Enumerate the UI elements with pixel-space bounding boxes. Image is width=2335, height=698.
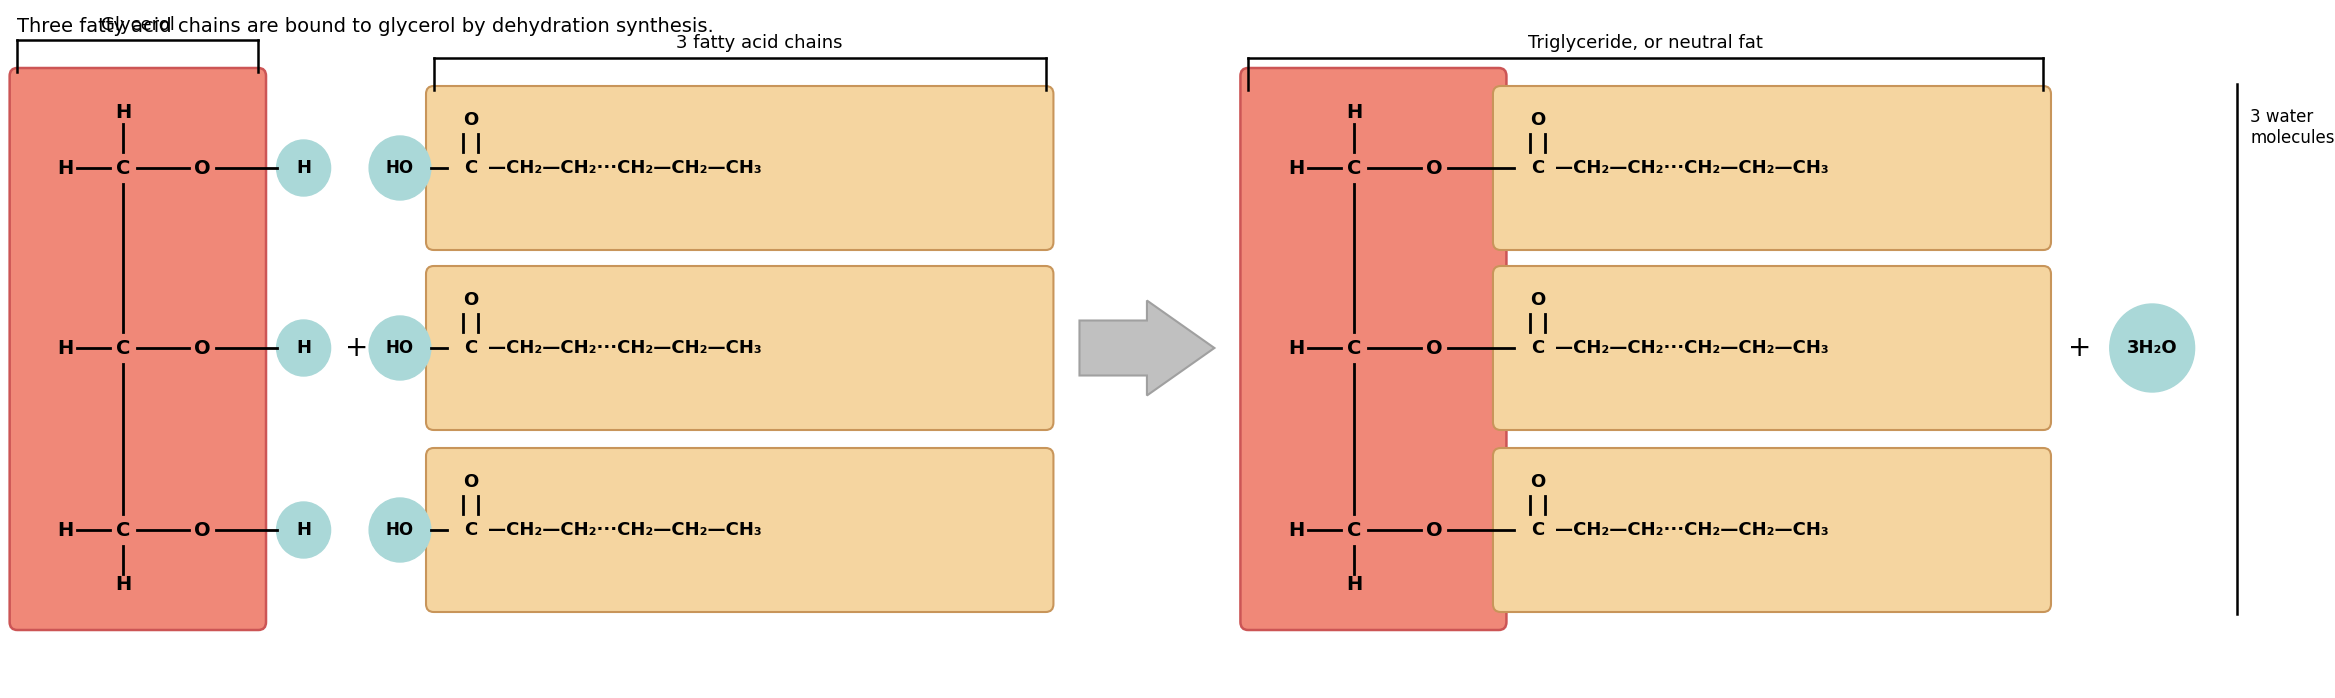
Text: HO: HO (385, 159, 413, 177)
Text: —CH₂—CH₂···CH₂—CH₂—CH₃: —CH₂—CH₂···CH₂—CH₂—CH₃ (1555, 339, 1828, 357)
Text: O: O (1529, 473, 1546, 491)
Circle shape (276, 320, 332, 376)
Text: C: C (465, 159, 476, 177)
Text: H: H (114, 103, 131, 123)
Text: O: O (462, 473, 479, 491)
Text: H: H (1345, 103, 1361, 123)
FancyBboxPatch shape (425, 86, 1053, 250)
Text: C: C (465, 521, 476, 539)
Text: C: C (117, 158, 131, 177)
Text: O: O (1529, 111, 1546, 129)
Text: H: H (1289, 158, 1305, 177)
Text: O: O (194, 521, 210, 540)
Text: O: O (462, 111, 479, 129)
Circle shape (2111, 304, 2195, 392)
Text: HO: HO (385, 521, 413, 539)
Polygon shape (1079, 301, 1214, 396)
Text: O: O (1427, 521, 1443, 540)
FancyBboxPatch shape (9, 68, 266, 630)
FancyBboxPatch shape (1240, 68, 1506, 630)
Text: C: C (1347, 158, 1361, 177)
FancyBboxPatch shape (425, 448, 1053, 612)
Text: H: H (297, 521, 311, 539)
Circle shape (276, 502, 332, 558)
Text: 3 fatty acid chains: 3 fatty acid chains (675, 34, 843, 52)
Text: —CH₂—CH₂···CH₂—CH₂—CH₃: —CH₂—CH₂···CH₂—CH₂—CH₃ (1555, 159, 1828, 177)
Text: O: O (194, 158, 210, 177)
Text: H: H (297, 159, 311, 177)
Text: H: H (297, 339, 311, 357)
Text: H: H (58, 158, 75, 177)
Text: O: O (1529, 291, 1546, 309)
Text: O: O (462, 291, 479, 309)
Text: +: + (346, 334, 369, 362)
Text: Triglyceride, or neutral fat: Triglyceride, or neutral fat (1529, 34, 1763, 52)
Text: HO: HO (385, 339, 413, 357)
Text: O: O (1427, 158, 1443, 177)
Circle shape (369, 498, 432, 562)
Text: +: + (2069, 334, 2092, 362)
Text: 3 water
molecules: 3 water molecules (2251, 108, 2335, 147)
Text: C: C (117, 339, 131, 357)
Text: 3H₂O: 3H₂O (2127, 339, 2179, 357)
Circle shape (276, 140, 332, 196)
Text: —CH₂—CH₂···CH₂—CH₂—CH₃: —CH₂—CH₂···CH₂—CH₂—CH₃ (488, 159, 761, 177)
Text: O: O (1427, 339, 1443, 357)
Text: H: H (114, 575, 131, 595)
FancyBboxPatch shape (1492, 448, 2050, 612)
Text: H: H (1289, 521, 1305, 540)
Text: Three fatty acid chains are bound to glycerol by dehydration synthesis.: Three fatty acid chains are bound to gly… (16, 17, 715, 36)
Text: H: H (58, 521, 75, 540)
Text: C: C (117, 521, 131, 540)
Circle shape (369, 136, 432, 200)
Text: Glycerol: Glycerol (100, 16, 175, 34)
Text: C: C (1532, 521, 1543, 539)
Text: H: H (1289, 339, 1305, 357)
Text: H: H (1345, 575, 1361, 595)
Text: C: C (1532, 159, 1543, 177)
FancyBboxPatch shape (425, 266, 1053, 430)
Text: C: C (465, 339, 476, 357)
Circle shape (369, 316, 432, 380)
Text: O: O (194, 339, 210, 357)
FancyBboxPatch shape (1492, 86, 2050, 250)
Text: C: C (1532, 339, 1543, 357)
Text: —CH₂—CH₂···CH₂—CH₂—CH₃: —CH₂—CH₂···CH₂—CH₂—CH₃ (488, 521, 761, 539)
Text: C: C (1347, 339, 1361, 357)
Text: C: C (1347, 521, 1361, 540)
Text: —CH₂—CH₂···CH₂—CH₂—CH₃: —CH₂—CH₂···CH₂—CH₂—CH₃ (488, 339, 761, 357)
Text: —CH₂—CH₂···CH₂—CH₂—CH₃: —CH₂—CH₂···CH₂—CH₂—CH₃ (1555, 521, 1828, 539)
Text: H: H (58, 339, 75, 357)
FancyBboxPatch shape (1492, 266, 2050, 430)
